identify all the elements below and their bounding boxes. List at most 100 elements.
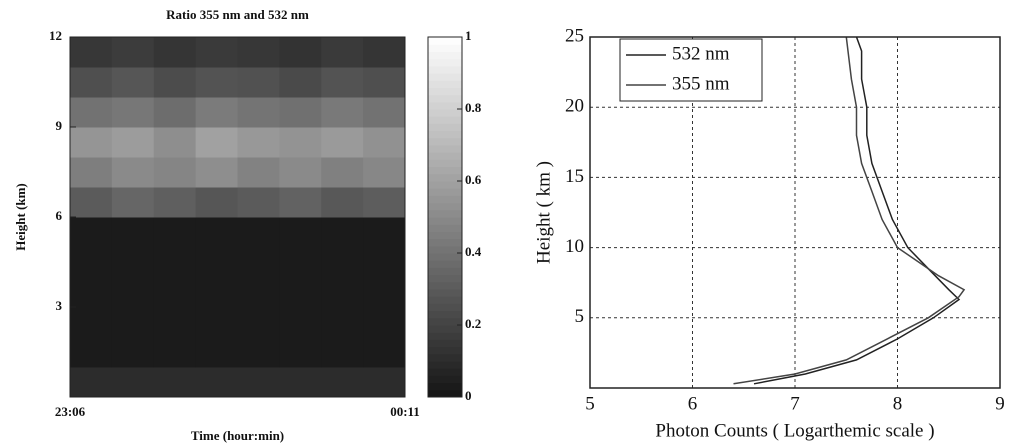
heat-cell bbox=[321, 247, 364, 278]
heat-cell bbox=[237, 307, 280, 338]
heat-cell bbox=[195, 37, 238, 68]
colorbar-step bbox=[428, 101, 462, 110]
heat-cell bbox=[195, 157, 238, 188]
heat-cell bbox=[195, 247, 238, 278]
heat-cell bbox=[279, 187, 322, 218]
heat-cell bbox=[321, 337, 364, 368]
colorbar-tick-label: 0.8 bbox=[465, 100, 482, 115]
colorbar-step bbox=[428, 123, 462, 132]
heat-cell bbox=[153, 67, 197, 98]
y-tick-label: 9 bbox=[56, 118, 63, 133]
colorbar-step bbox=[428, 202, 462, 211]
heat-cell bbox=[237, 127, 280, 158]
heat-cell bbox=[195, 187, 238, 218]
heat-cell bbox=[363, 67, 406, 98]
y-axis-label: Height ( km ) bbox=[533, 161, 554, 264]
heat-cell bbox=[237, 217, 280, 248]
heat-cell bbox=[111, 127, 155, 158]
heat-cell bbox=[321, 277, 364, 308]
y-tick-label: 5 bbox=[575, 306, 585, 327]
heat-cell bbox=[321, 67, 364, 98]
heat-cell bbox=[321, 157, 364, 188]
colorbar-step bbox=[428, 173, 462, 182]
colorbar-step bbox=[428, 382, 462, 391]
heat-cell bbox=[153, 367, 197, 398]
heat-cell bbox=[153, 337, 197, 368]
heat-cell bbox=[153, 247, 197, 278]
colorbar-step bbox=[428, 37, 462, 45]
heat-cell bbox=[70, 67, 113, 98]
x-tick-label: 5 bbox=[585, 393, 595, 414]
heat-cell bbox=[195, 97, 238, 128]
y-tick-label: 3 bbox=[56, 298, 63, 313]
data-line bbox=[733, 36, 966, 385]
heat-cell bbox=[237, 367, 280, 398]
colorbar-tick-label: 0.2 bbox=[465, 316, 481, 331]
heat-cell bbox=[279, 247, 322, 278]
colorbar-step bbox=[428, 51, 462, 60]
heat-cell bbox=[70, 367, 113, 398]
heat-cell bbox=[70, 37, 113, 68]
heat-cell bbox=[111, 217, 155, 248]
heat-cell bbox=[237, 247, 280, 278]
colorbar-step bbox=[428, 152, 462, 160]
heat-cell bbox=[153, 277, 197, 308]
heat-cell bbox=[70, 97, 113, 128]
colorbar-step bbox=[428, 109, 462, 117]
colorbar-step bbox=[428, 368, 462, 376]
heat-cell bbox=[237, 37, 280, 68]
colorbar-step bbox=[428, 195, 462, 204]
heat-cell bbox=[111, 247, 155, 278]
heat-cell bbox=[153, 307, 197, 338]
heat-cell bbox=[363, 127, 406, 158]
x-tick-label: 8 bbox=[893, 393, 903, 414]
heat-cell bbox=[363, 187, 406, 218]
y-tick-label: 6 bbox=[56, 208, 63, 223]
heat-cell bbox=[70, 187, 113, 218]
colorbar-step bbox=[428, 73, 462, 81]
heat-cell bbox=[237, 97, 280, 128]
y-tick-label: 20 bbox=[565, 96, 584, 117]
colorbar-step bbox=[428, 188, 462, 196]
heat-cell bbox=[279, 337, 322, 368]
y-tick-label: 10 bbox=[565, 236, 584, 257]
heat-cell bbox=[195, 67, 238, 98]
colorbar-step bbox=[428, 317, 462, 326]
colorbar-tick-label: 0 bbox=[465, 388, 472, 403]
colorbar-tick-label: 1 bbox=[465, 28, 472, 43]
heat-cell bbox=[111, 277, 155, 308]
heat-cell bbox=[237, 187, 280, 218]
colorbar-step bbox=[428, 267, 462, 276]
heat-cell bbox=[279, 127, 322, 158]
colorbar-step bbox=[428, 274, 462, 283]
colorbar-step bbox=[428, 65, 462, 74]
heat-cell bbox=[321, 307, 364, 338]
colorbar-step bbox=[428, 260, 462, 268]
colorbar-step bbox=[428, 375, 462, 384]
heat-cell bbox=[70, 217, 113, 248]
heat-cell bbox=[70, 157, 113, 188]
heat-cell bbox=[363, 367, 406, 398]
colorbar-step bbox=[428, 116, 462, 124]
colorbar-step bbox=[428, 245, 462, 254]
heat-cell bbox=[363, 337, 406, 368]
heat-cell bbox=[70, 277, 113, 308]
colorbar-step bbox=[428, 332, 462, 340]
heat-cell bbox=[153, 127, 197, 158]
heat-cell bbox=[321, 217, 364, 248]
heat-cell bbox=[363, 217, 406, 248]
heat-cell bbox=[279, 307, 322, 338]
heat-cell bbox=[279, 157, 322, 188]
heat-cell bbox=[363, 37, 406, 68]
heat-cell bbox=[153, 157, 197, 188]
heat-cell bbox=[321, 187, 364, 218]
heat-cell bbox=[111, 67, 155, 98]
heat-cell bbox=[321, 37, 364, 68]
plot-frame bbox=[589, 36, 1001, 389]
heat-cell bbox=[321, 367, 364, 398]
colorbar-tick-label: 0.6 bbox=[465, 172, 482, 187]
colorbar-step bbox=[428, 310, 462, 319]
heat-cell bbox=[279, 97, 322, 128]
colorbar-step bbox=[428, 253, 462, 261]
